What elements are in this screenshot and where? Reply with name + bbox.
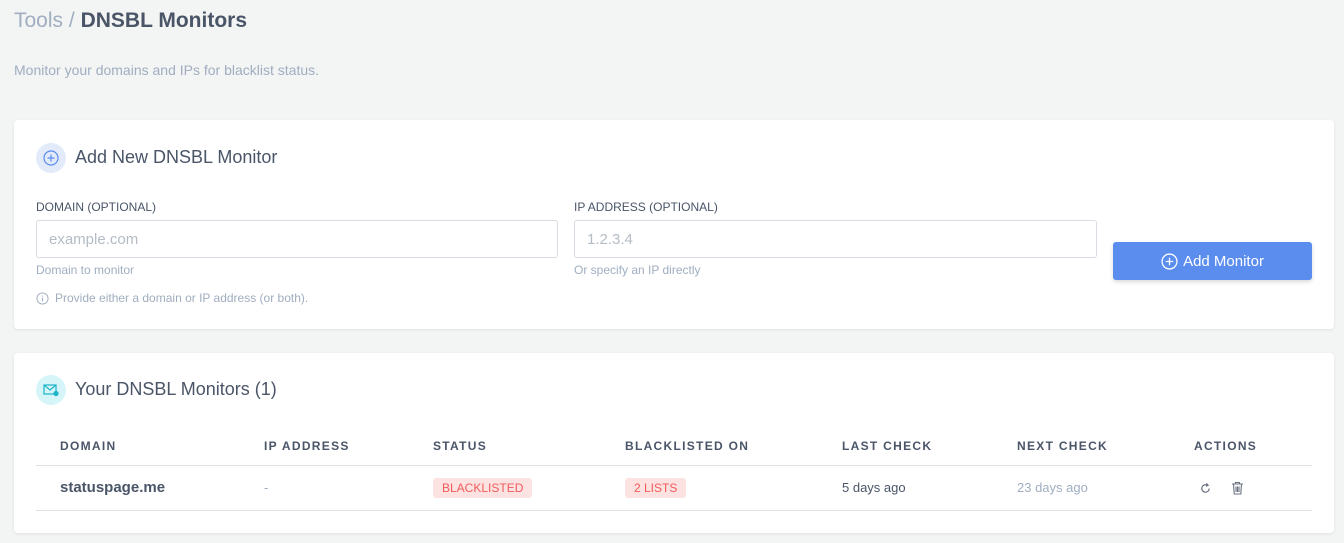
column-header-domain: DOMAIN xyxy=(60,439,117,453)
header-divider xyxy=(36,465,1312,466)
domain-help: Domain to monitor xyxy=(36,263,135,277)
form-note-text: Provide either a domain or IP address (o… xyxy=(55,291,309,305)
column-header-status: STATUS xyxy=(433,439,488,453)
plus-circle-icon xyxy=(1161,252,1178,270)
row-divider xyxy=(36,510,1312,511)
column-header-blacklisted: BLACKLISTED ON xyxy=(625,439,750,453)
plus-circle-icon xyxy=(36,143,66,173)
ip-input[interactable] xyxy=(574,220,1097,258)
monitors-card xyxy=(14,353,1334,533)
add-monitor-label: Add Monitor xyxy=(1183,252,1264,270)
monitors-card-title: Your DNSBL Monitors (1) xyxy=(75,379,277,399)
row-last-check: 5 days ago xyxy=(842,480,906,495)
blacklisted-count-badge[interactable]: 2 LISTS xyxy=(625,478,687,498)
refresh-icon[interactable] xyxy=(1199,482,1212,495)
envelope-shield-icon xyxy=(36,375,66,405)
ip-help: Or specify an IP directly xyxy=(574,263,701,277)
page-title: DNSBL Monitors xyxy=(80,9,248,32)
page-subtitle: Monitor your domains and IPs for blackli… xyxy=(14,62,320,78)
add-monitor-button[interactable]: Add Monitor xyxy=(1113,242,1312,280)
breadcrumb: Tools / DNSBL Monitors xyxy=(14,9,247,33)
row-ip: - xyxy=(264,480,269,495)
column-header-last-check: LAST CHECK xyxy=(842,439,933,453)
info-icon xyxy=(36,291,49,305)
column-header-actions: ACTIONS xyxy=(1194,439,1258,453)
status-badge: BLACKLISTED xyxy=(433,478,533,498)
domain-label: DOMAIN (OPTIONAL) xyxy=(36,200,157,214)
column-header-next-check: NEXT CHECK xyxy=(1017,439,1109,453)
column-header-ip: IP ADDRESS xyxy=(264,439,350,453)
form-note: Provide either a domain or IP address (o… xyxy=(36,291,308,305)
ip-label: IP ADDRESS (OPTIONAL) xyxy=(574,200,718,214)
trash-icon[interactable] xyxy=(1231,481,1244,495)
row-next-check: 23 days ago xyxy=(1017,480,1088,495)
add-card-title: Add New DNSBL Monitor xyxy=(75,147,278,167)
domain-input[interactable] xyxy=(36,220,558,258)
breadcrumb-parent[interactable]: Tools xyxy=(14,9,64,32)
breadcrumb-separator: / xyxy=(68,9,75,32)
row-domain: statuspage.me xyxy=(60,479,166,496)
